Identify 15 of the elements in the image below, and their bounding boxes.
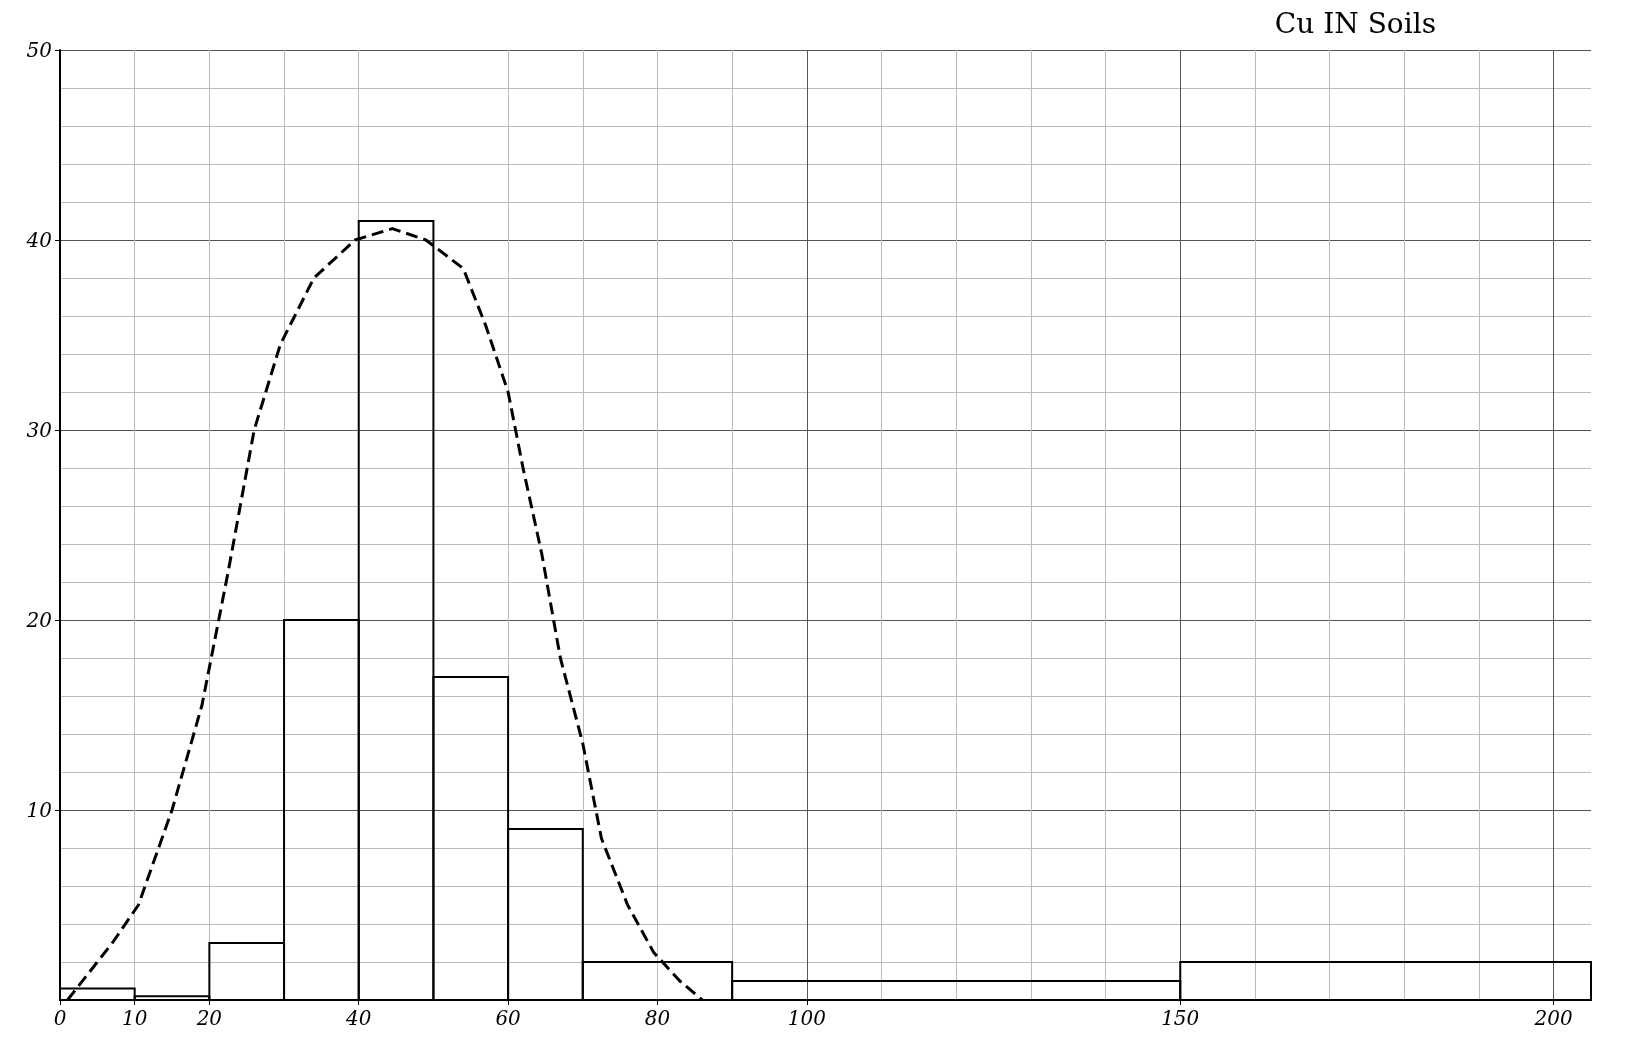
y-tick-label: 50 <box>26 38 53 62</box>
chart-title: Cu IN Soils <box>1274 6 1436 40</box>
x-tick-label: 40 <box>345 1006 372 1030</box>
y-tick-label: 30 <box>26 418 53 442</box>
y-tick-label: 40 <box>25 228 53 252</box>
y-tick-label: 20 <box>25 608 53 632</box>
x-tick-label: 0 <box>53 1006 67 1030</box>
x-tick-label: 60 <box>495 1006 522 1030</box>
x-tick-label: 100 <box>787 1006 827 1030</box>
x-tick-label: 10 <box>121 1006 148 1030</box>
x-tick-label: 80 <box>644 1006 671 1030</box>
x-tick-label: 150 <box>1161 1006 1200 1030</box>
x-tick-label: 200 <box>1533 1006 1574 1030</box>
y-tick-label: 10 <box>26 798 53 822</box>
x-tick-label: 20 <box>195 1006 223 1030</box>
